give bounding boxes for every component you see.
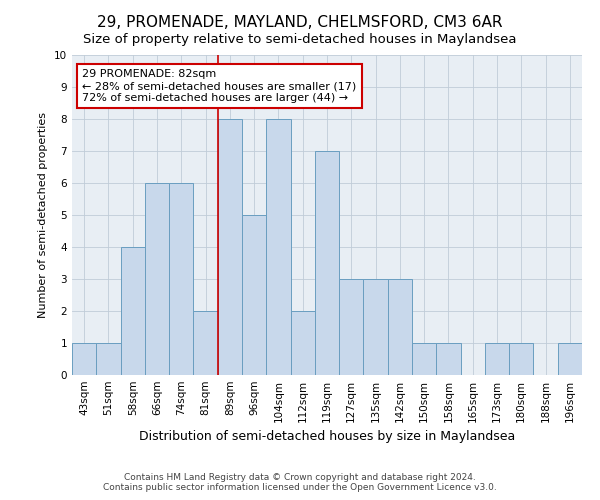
Text: 29, PROMENADE, MAYLAND, CHELMSFORD, CM3 6AR: 29, PROMENADE, MAYLAND, CHELMSFORD, CM3 … xyxy=(97,15,503,30)
Bar xyxy=(72,343,96,375)
Bar xyxy=(509,343,533,375)
Bar xyxy=(436,343,461,375)
Bar xyxy=(388,279,412,375)
Bar xyxy=(145,183,169,375)
Bar xyxy=(193,311,218,375)
Text: Size of property relative to semi-detached houses in Maylandsea: Size of property relative to semi-detach… xyxy=(83,32,517,46)
Bar xyxy=(121,247,145,375)
Text: 29 PROMENADE: 82sqm
← 28% of semi-detached houses are smaller (17)
72% of semi-d: 29 PROMENADE: 82sqm ← 28% of semi-detach… xyxy=(82,70,356,102)
Y-axis label: Number of semi-detached properties: Number of semi-detached properties xyxy=(38,112,49,318)
X-axis label: Distribution of semi-detached houses by size in Maylandsea: Distribution of semi-detached houses by … xyxy=(139,430,515,444)
Bar xyxy=(169,183,193,375)
Bar xyxy=(412,343,436,375)
Bar xyxy=(558,343,582,375)
Bar xyxy=(485,343,509,375)
Bar xyxy=(266,119,290,375)
Bar xyxy=(339,279,364,375)
Bar xyxy=(290,311,315,375)
Bar xyxy=(315,151,339,375)
Bar xyxy=(96,343,121,375)
Bar xyxy=(242,215,266,375)
Bar xyxy=(364,279,388,375)
Bar xyxy=(218,119,242,375)
Text: Contains HM Land Registry data © Crown copyright and database right 2024.
Contai: Contains HM Land Registry data © Crown c… xyxy=(103,473,497,492)
